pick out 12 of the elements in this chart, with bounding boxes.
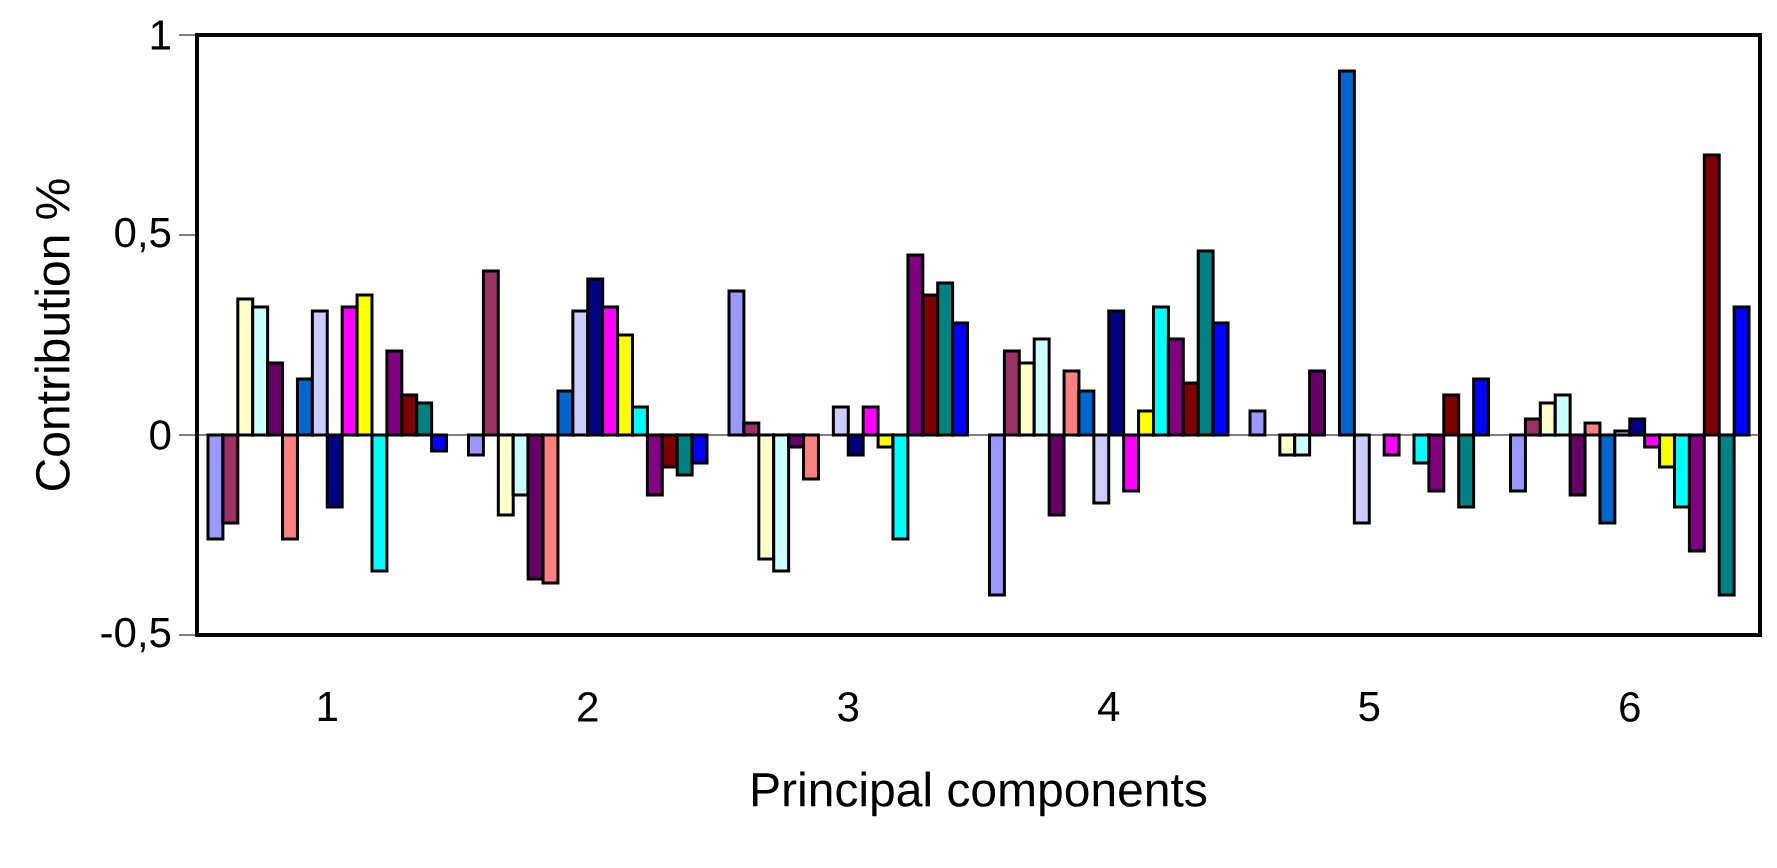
y-tick-label: -0,5 xyxy=(101,617,171,653)
x-axis-title: Principal components xyxy=(753,771,1207,817)
y-tick-label: 1 xyxy=(151,20,170,50)
x-tick-label: 6 xyxy=(1620,692,1640,722)
x-tick-label: 1 xyxy=(318,692,337,721)
x-tick-label: 4 xyxy=(1098,692,1120,721)
x-tick-label: 5 xyxy=(1359,692,1380,722)
y-tick-label: 0,5 xyxy=(115,217,171,253)
x-tick-label: 2 xyxy=(578,692,598,722)
y-axis-title: Contribution % xyxy=(34,179,70,490)
x-tick-label: 3 xyxy=(838,692,859,722)
y-tick-label: 0 xyxy=(150,420,171,450)
